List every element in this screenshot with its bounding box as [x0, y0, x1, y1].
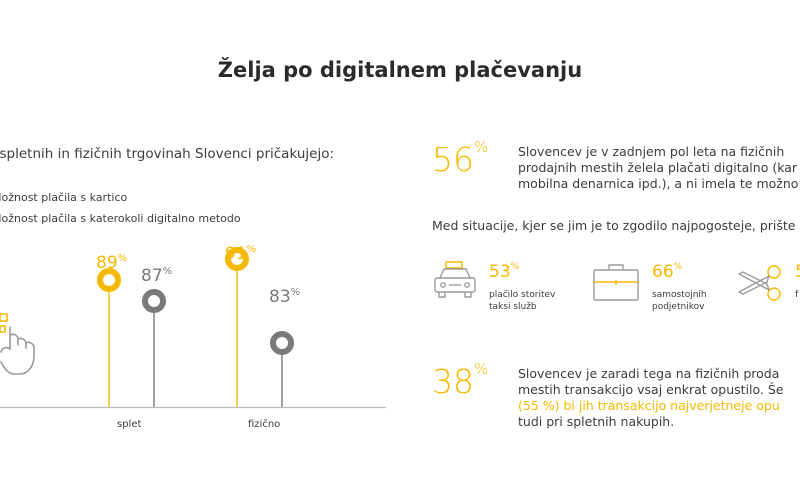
stat-38-highlight: (55 %) bi jih transakcijo najverjetneje …: [518, 398, 780, 413]
taxi-icon: [434, 261, 476, 298]
stat-53-value: 53%: [489, 262, 520, 282]
stat-53-label: plačilo storitev taksi služb: [489, 290, 556, 312]
page-title: Želja po digitalnem plačevanju: [217, 58, 583, 82]
left-heading: V spletnih in fizičnih trgovinah Slovenc…: [0, 146, 335, 162]
stat-56-text: Slovencev je v zadnjem pol leta na fizič…: [518, 144, 799, 191]
lollipop-point-1-1: [270, 331, 294, 355]
legend-item-card: Možnost plačila s kartico: [0, 191, 128, 204]
stat-66-value: 66%: [652, 262, 683, 282]
situations-heading: Med situacije, kjer se jim je to zgodilo…: [432, 218, 796, 233]
stat-66-label: samostojnih podjetnikov: [652, 290, 707, 312]
stat-38-text: Slovencev je zaradi tega na fizičnih pro…: [518, 366, 784, 429]
stat-56-value: 56%: [432, 138, 489, 179]
stat-38-value: 38%: [432, 360, 489, 401]
lollipop-point-1-0: [142, 289, 166, 313]
lollipop-point-0-0: [97, 268, 121, 292]
stat-5-value: 5: [795, 262, 800, 282]
scissors-icon: [738, 265, 781, 301]
data-label-digital-fizicno: 83%: [269, 287, 301, 307]
legend-item-digital: Možnost plačila s katerokoli digitalno m…: [0, 212, 241, 225]
data-label-card-fizicno: 91%: [225, 244, 257, 264]
data-label-digital-splet: 87%: [141, 266, 173, 286]
briefcase-icon: [593, 264, 639, 301]
data-label-card-splet: 89%: [96, 253, 128, 273]
x-tick-label-splet: splet: [117, 419, 142, 430]
stat-5-label: f: [795, 290, 799, 300]
x-tick-label-fizicno: fizično: [248, 419, 281, 430]
hand-touch-icon: [0, 313, 35, 375]
